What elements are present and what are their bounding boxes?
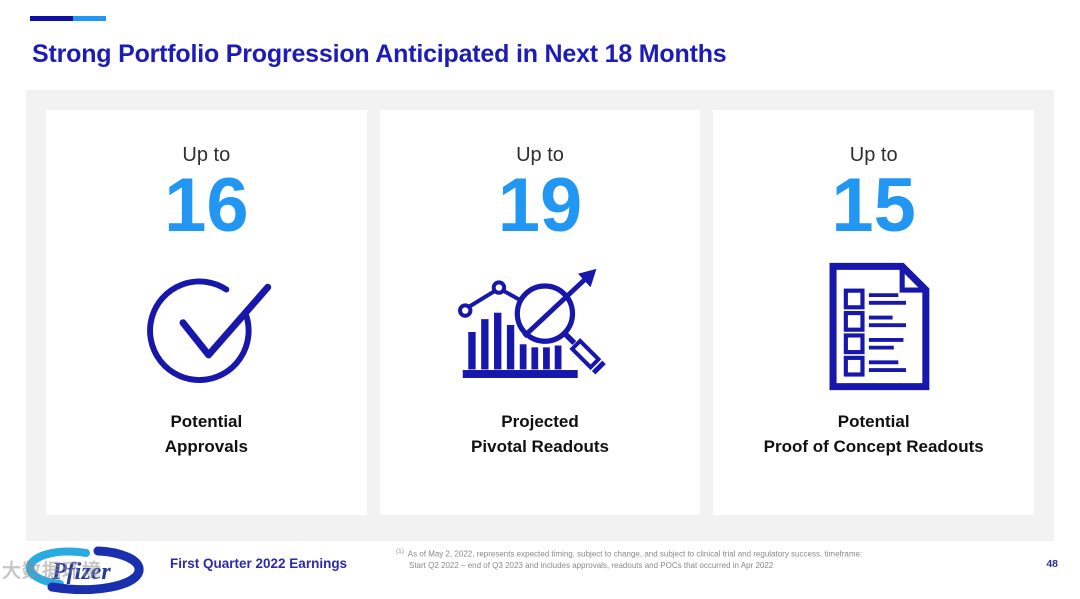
footnote-marker: (1) [396, 548, 404, 555]
page-number: 48 [1046, 558, 1058, 570]
footnote-line2: Start Q2 2022 – end of Q3 2023 and inclu… [409, 561, 774, 571]
footnote-line1: (1) As of May 2, 2022, represents expect… [396, 548, 863, 559]
cards-panel: Up to 16 Potential Approvals Up to 19 [26, 90, 1054, 541]
slide-accent-bar [30, 16, 106, 21]
card-prefix: Up to [516, 144, 564, 166]
card-label-line2: Approvals [164, 436, 248, 456]
card-label-line1: Projected [501, 412, 579, 431]
page-title: Strong Portfolio Progression Anticipated… [32, 40, 727, 68]
card-label-line1: Potential [837, 412, 910, 431]
card-potential-approvals: Up to 16 Potential Approvals [46, 110, 367, 515]
footnote: (1) As of May 2, 2022, represents expect… [396, 547, 896, 572]
accent-bar-light-segment [73, 16, 106, 21]
card-number: 15 [831, 163, 916, 248]
chart-magnifier-icon [454, 250, 626, 402]
card-label-line2: Pivotal Readouts [471, 436, 609, 456]
card-label-line2: Proof of Concept Readouts [763, 436, 984, 456]
check-circle-icon [137, 250, 275, 402]
card-projected-pivotal-readouts: Up to 19 [379, 110, 701, 515]
card-prefix: Up to [182, 144, 231, 166]
card-number: 19 [497, 163, 583, 248]
pfizer-logo: Pfizer [22, 546, 154, 599]
card-label: Potential Approvals [165, 410, 248, 459]
card-prefix: Up to [849, 144, 898, 166]
document-checklist-icon [810, 250, 938, 402]
watermark: 大数据环境 [2, 561, 103, 582]
accent-bar-dark-segment [30, 16, 73, 21]
card-label: Potential Proof of Concept Readouts [764, 410, 984, 459]
card-potential-poc-readouts: Up to 15 [713, 110, 1035, 515]
pfizer-logo-text: Pfizer [51, 559, 111, 585]
footer-event-label: First Quarter 2022 Earnings [170, 556, 348, 571]
card-number: 16 [164, 163, 249, 248]
card-label-line1: Potential [170, 412, 243, 431]
card-label: Projected Pivotal Readouts [471, 410, 609, 459]
